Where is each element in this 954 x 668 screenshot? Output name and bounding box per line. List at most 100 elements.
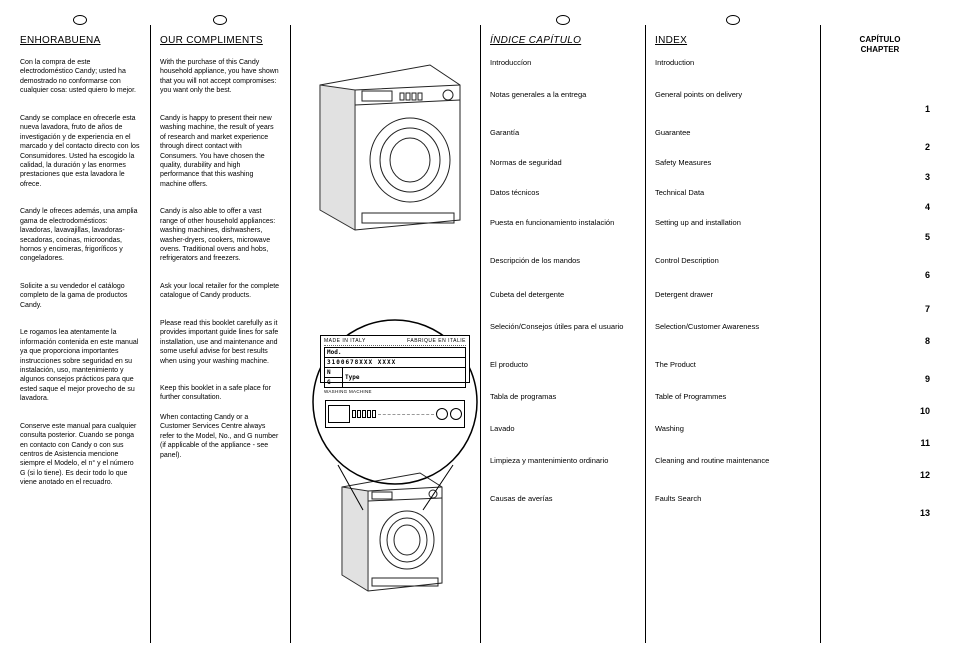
heading-index-en: INDEX [655, 35, 810, 46]
chapter-number: 10 [908, 406, 930, 426]
index-label: Datos técnicos [490, 188, 635, 198]
para: Con la compra de este electrodoméstico C… [20, 58, 140, 96]
plate-fabrique: FABRIQUE EN ITALIE [407, 338, 466, 344]
index-label: Descripción de los mandos [490, 256, 635, 266]
index-row: Datos técnicos [490, 188, 635, 206]
index-list-en: Introduction General points on delivery Gu… [655, 58, 810, 514]
column-en-index: INDEX Introduction General points on deli… [645, 15, 820, 653]
lang-icon-en [726, 15, 740, 25]
column-separator [290, 25, 291, 643]
plate-g-label: G [325, 378, 343, 388]
index-label: General points on delivery [655, 90, 810, 100]
index-row: Cubeta del detergente [490, 290, 635, 310]
index-label: The Product [655, 360, 810, 370]
heading-en: OUR COMPLIMENTS [160, 35, 280, 46]
chapter-number: 5 [908, 232, 930, 258]
plate-mod-label: Mod. [325, 348, 466, 358]
plate-type-label: Type [343, 368, 466, 388]
para: Candy is also able to offer a vast range… [160, 207, 280, 264]
index-row: Introduction [655, 58, 810, 78]
index-label: Washing [655, 424, 810, 434]
index-label: Guarantee [655, 128, 810, 138]
index-row: General points on delivery [655, 90, 810, 116]
para: Keep this booklet in a safe place for fu… [160, 384, 280, 403]
index-label: Cubeta del detergente [490, 290, 635, 300]
chapter-number-row [830, 72, 930, 92]
chapter-number: 13 [908, 508, 930, 528]
index-row: Safety Measures [655, 158, 810, 176]
rating-plate: MADE IN ITALY FABRIQUE EN ITALIE Mod. 31… [320, 335, 470, 383]
index-label: Setting up and installation [655, 218, 810, 228]
index-label: Tabla de programas [490, 392, 635, 402]
chapter-number-row: 9 [830, 374, 930, 394]
para: Please read this booklet carefully as it… [160, 319, 280, 366]
chapter-number: 7 [908, 304, 930, 324]
index-row: Cleaning and routine maintenance [655, 456, 810, 482]
column-separator [820, 25, 821, 643]
index-label: Cleaning and routine maintenance [655, 456, 810, 466]
chapter-number: 8 [908, 336, 930, 362]
index-label: Garantía [490, 128, 635, 138]
index-label: Seleción/Consejos útiles para el usuario [490, 322, 635, 332]
index-row: Garantía [490, 128, 635, 146]
chapter-en: CHAPTER [830, 45, 930, 55]
para: Solicite a su vendedor el catálogo compl… [20, 282, 140, 310]
index-row: Introduccíon [490, 58, 635, 78]
para: Conserve este manual para cualquier cons… [20, 422, 140, 488]
index-row: The Product [655, 360, 810, 380]
chapter-heading: CAPÍTULO CHAPTER [830, 35, 930, 54]
index-row: Faults Search [655, 494, 810, 514]
index-row: El producto [490, 360, 635, 380]
chapter-number-row: 10 [830, 406, 930, 426]
para: Le rogamos lea atentamente la informació… [20, 328, 140, 404]
index-row: Washing [655, 424, 810, 444]
chapter-number-list: 12345678910111213 [830, 72, 930, 528]
chapter-number-row: 6 [830, 270, 930, 292]
index-list-es: Introduccíon Notas generales a la entrega… [490, 58, 635, 514]
plate-table: Mod. 3100678XXX XXXX N Type G [324, 347, 466, 388]
index-label: Detergent drawer [655, 290, 810, 300]
plate-top-row: MADE IN ITALY FABRIQUE EN ITALIE [324, 338, 466, 346]
chapter-number-row: 11 [830, 438, 930, 458]
index-row: Technical Data [655, 188, 810, 206]
index-row: Causas de averías [490, 494, 635, 514]
column-illustrations: MADE IN ITALY FABRIQUE EN ITALIE Mod. 31… [290, 15, 480, 653]
column-separator [645, 25, 646, 643]
chapter-number-row: 2 [830, 142, 930, 160]
index-row: Tabla de programas [490, 392, 635, 412]
chapter-number: 3 [908, 172, 930, 190]
plate-n-label: N [325, 368, 343, 378]
chapter-number-row: 4 [830, 202, 930, 220]
plate-made-in: MADE IN ITALY [324, 338, 366, 344]
column-es-index: ÍNDICE CAPÍTULO IntroduccíonNotas genera… [480, 15, 645, 653]
control-panel-zoom [325, 400, 465, 428]
chapter-number [908, 72, 930, 92]
para: Candy is happy to present their new wash… [160, 114, 280, 190]
chapter-number-row: 12 [830, 470, 930, 496]
index-row: Detergent drawer [655, 290, 810, 310]
chapter-number: 9 [908, 374, 930, 394]
chapter-number: 1 [908, 104, 930, 130]
lang-icon-es [556, 15, 570, 25]
index-label: Faults Search [655, 494, 810, 504]
index-row: Lavado [490, 424, 635, 444]
index-label: Selection/Customer Awareness [655, 322, 810, 332]
chapter-number: 11 [908, 438, 930, 458]
chapter-number: 2 [908, 142, 930, 160]
index-row: Notas generales a la entrega [490, 90, 635, 116]
chapter-number-row: 13 [830, 508, 930, 528]
index-row: Limpieza y mantenimiento ordinario [490, 456, 635, 482]
washing-machine-illustration-large [300, 55, 470, 235]
index-row: Descripción de los mandos [490, 256, 635, 278]
lang-icon-en [213, 15, 227, 25]
plate-mod-value: 3100678XXX XXXX [325, 358, 466, 368]
chapter-es: CAPÍTULO [830, 35, 930, 45]
index-row: Setting up and installation [655, 218, 810, 244]
knob-icon [450, 408, 462, 420]
chapter-number-row: 3 [830, 172, 930, 190]
index-label: Causas de averías [490, 494, 635, 504]
column-container: ENHORABUENA Con la compra de este electr… [10, 15, 944, 653]
index-label: Control Description [655, 256, 810, 266]
index-label: Notas generales a la entrega [490, 90, 635, 100]
index-label: El producto [490, 360, 635, 370]
